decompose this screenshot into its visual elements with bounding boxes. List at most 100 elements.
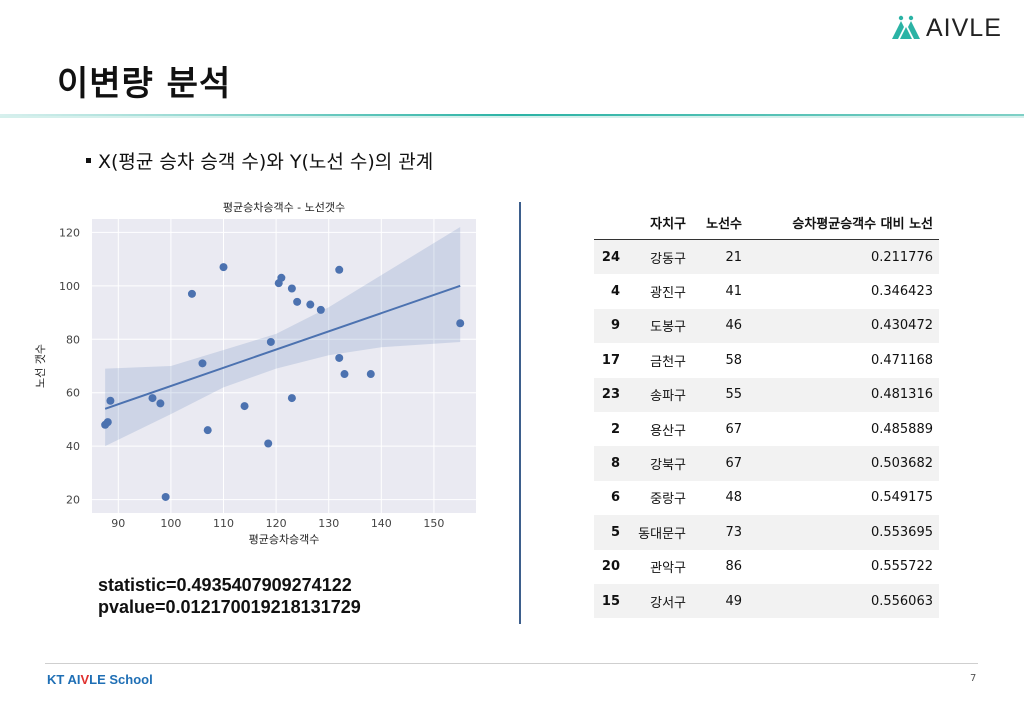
district-cell: 강동구 [626, 239, 692, 275]
data-point [266, 337, 275, 346]
data-point [103, 418, 112, 427]
column-header: 자치구 [626, 206, 692, 240]
x-tick-label: 130 [318, 517, 339, 530]
x-tick-label: 90 [111, 517, 125, 530]
table-row: 2 용산구 67 0.485889 [594, 412, 939, 446]
scatter-chart: 90 100 110 120 130 140 150 20 40 60 80 100 120 평균승차승… [34, 201, 476, 546]
page-number: 7 [970, 673, 977, 684]
footer-brand-part: KT AI [47, 672, 81, 687]
table-row: 5 동대문구 73 0.553695 [594, 515, 939, 550]
route-count-cell: 41 [725, 284, 742, 300]
bullet-item: X(평균 승차 승객 수)와 Y(노선 수)의 관계 [86, 147, 433, 174]
y-axis-label: 노선 갯수 [34, 344, 47, 388]
plot-area [92, 219, 476, 513]
table-header-row: 자치구 노선수 승차평균승객수 대비 노선 [594, 206, 939, 240]
data-point [161, 492, 170, 501]
data-point [335, 265, 344, 274]
district-cell: 용산구 [650, 423, 686, 439]
slide-title: 이변량 분석 [57, 64, 232, 104]
row-index: 8 [594, 446, 626, 481]
row-index: 20 [601, 559, 620, 575]
route-count-cell: 67 [692, 446, 748, 481]
route-count-cell: 48 [725, 490, 742, 506]
route-count-cell: 86 [725, 559, 742, 575]
route-count-cell: 73 [692, 515, 748, 550]
data-point [287, 394, 296, 403]
bullet-square-icon [86, 158, 91, 163]
data-point [340, 370, 349, 379]
x-tick-label: 150 [423, 517, 444, 530]
column-header [594, 206, 626, 240]
x-tick-label: 100 [160, 517, 181, 530]
row-index: 9 [594, 308, 626, 344]
ratio-cell: 0.503682 [748, 446, 939, 481]
y-tick-label: 20 [66, 494, 80, 507]
chart-title: 평균승차승객수 - 노선갯수 [223, 201, 345, 214]
data-point [287, 284, 296, 293]
regression-line [104, 284, 461, 410]
ratio-cell: 0.481316 [748, 377, 939, 412]
ratio-cell: 0.211776 [748, 239, 939, 275]
table-row: 8 강북구 67 0.503682 [594, 446, 939, 481]
logo-text: AIVLE [926, 14, 1002, 42]
title-underline [0, 114, 1024, 118]
bullet-text: X(평균 승차 승객 수)와 Y(노선 수)의 관계 [98, 151, 434, 173]
y-tick-label: 100 [59, 280, 80, 293]
district-cell: 강북구 [626, 446, 692, 481]
data-point [106, 396, 115, 405]
column-header: 노선수 [692, 206, 748, 240]
confidence-band [105, 227, 461, 447]
y-tick-label: 60 [66, 387, 80, 400]
ratio-cell: 0.346423 [870, 284, 933, 300]
data-point [264, 439, 273, 448]
x-tick-label: 120 [266, 517, 287, 530]
district-cell: 도봉구 [626, 308, 692, 344]
aivle-logo: AIVLE [890, 13, 1005, 43]
footer-divider [45, 663, 978, 664]
district-cell: 송파구 [626, 377, 692, 412]
district-cell: 중랑구 [650, 492, 686, 508]
district-cell: 광진구 [650, 286, 686, 302]
data-point [148, 394, 157, 403]
footer-brand: KT AIVLE School [47, 672, 153, 687]
x-tick-label: 140 [371, 517, 392, 530]
data-point [316, 305, 325, 314]
route-count-cell: 58 [725, 352, 742, 368]
y-tick-label: 120 [59, 226, 80, 239]
data-point [156, 399, 165, 408]
data-point [277, 273, 286, 282]
route-count-cell: 55 [692, 377, 748, 412]
ratio-cell: 0.485889 [870, 421, 933, 437]
ratio-cell: 0.553695 [748, 515, 939, 550]
vertical-divider [519, 202, 521, 624]
table-row: 20 관악구 86 0.555722 [594, 550, 939, 584]
x-axis-label: 평균승차승객수 [249, 533, 320, 546]
district-cell: 강서구 [626, 583, 692, 619]
route-count-cell: 67 [725, 421, 742, 437]
ratio-cell: 0.556063 [748, 583, 939, 619]
ratio-cell: 0.471168 [870, 352, 933, 368]
row-index: 5 [594, 515, 626, 550]
footer-brand-part: LE School [89, 672, 153, 687]
y-tick-label: 80 [66, 333, 80, 346]
route-count-cell: 46 [692, 308, 748, 344]
district-cell: 동대문구 [626, 515, 692, 550]
column-header: 승차평균승객수 대비 노선 [748, 206, 939, 240]
row-index: 15 [594, 583, 626, 619]
ratio-cell: 0.549175 [870, 490, 933, 506]
data-point [366, 370, 375, 379]
x-tick-label: 110 [213, 517, 234, 530]
row-index: 23 [594, 377, 626, 412]
footer-brand-highlight: V [80, 672, 90, 687]
data-point [240, 402, 249, 411]
data-point [456, 319, 465, 328]
row-index: 4 [610, 284, 620, 300]
table-row: 24 강동구 21 0.211776 [594, 239, 939, 275]
route-count-cell: 49 [692, 583, 748, 619]
district-cell: 금천구 [650, 354, 686, 370]
statistic-text: statistic=0.4935407909274122 [98, 575, 352, 595]
pvalue-text: pvalue=0.012170019218131729 [98, 597, 361, 617]
ratio-cell: 0.555722 [870, 559, 933, 575]
row-index: 2 [610, 421, 620, 437]
row-index: 24 [594, 239, 626, 275]
